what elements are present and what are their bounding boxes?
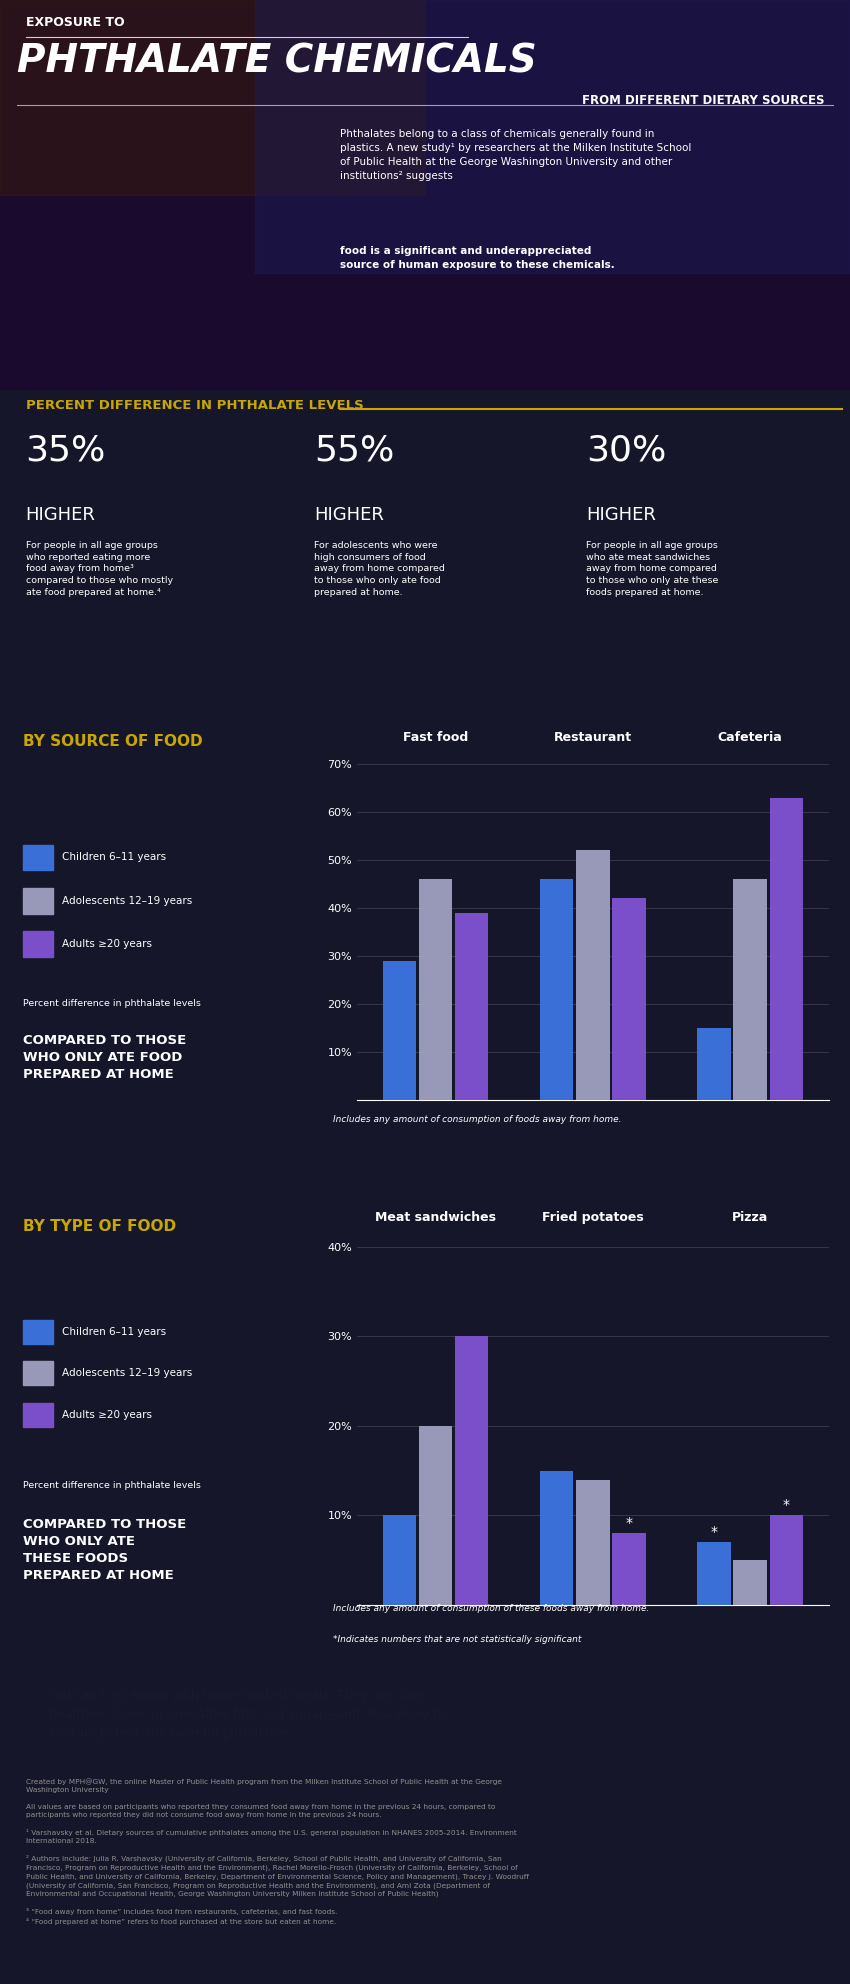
Bar: [734, 879, 767, 1099]
Text: EXPOSURE TO: EXPOSURE TO: [26, 16, 124, 28]
Text: Adolescents 12–19 years: Adolescents 12–19 years: [62, 1369, 192, 1379]
Text: Created by MPH@GW, the online Master of Public Health program from the Milken In: Created by MPH@GW, the online Master of …: [26, 1778, 529, 1924]
Text: Adults ≥20 years: Adults ≥20 years: [62, 1409, 152, 1421]
Text: For people in all age groups
who reported eating more
food away from home³
compa: For people in all age groups who reporte…: [26, 542, 173, 597]
Bar: [455, 913, 489, 1099]
Text: *: *: [626, 1516, 632, 1530]
Bar: [734, 1559, 767, 1605]
Bar: [576, 1480, 609, 1605]
Text: *: *: [783, 1498, 790, 1512]
Text: 30%: 30%: [586, 433, 667, 468]
Text: Includes any amount of consumption of these foods away from home.: Includes any amount of consumption of th…: [333, 1603, 649, 1613]
Text: For people in all age groups
who ate meat sandwiches
away from home compared
to : For people in all age groups who ate mea…: [586, 542, 719, 597]
Bar: [24, 1361, 53, 1385]
Text: Meat sandwiches: Meat sandwiches: [375, 1210, 496, 1224]
Bar: [540, 1470, 574, 1605]
Text: *: *: [711, 1526, 717, 1540]
Bar: [382, 1516, 416, 1605]
Bar: [769, 1516, 803, 1605]
Text: Children 6–11 years: Children 6–11 years: [62, 853, 167, 863]
Bar: [24, 1319, 53, 1343]
Bar: [697, 1028, 731, 1099]
Text: Adults ≥20 years: Adults ≥20 years: [62, 938, 152, 948]
Bar: [24, 1403, 53, 1426]
Text: Children 6–11 years: Children 6–11 years: [62, 1327, 167, 1337]
Text: PHTHALATE CHEMICALS: PHTHALATE CHEMICALS: [17, 44, 536, 81]
Text: food is a significant and underappreciated
source of human exposure to these che: food is a significant and underappreciat…: [340, 246, 615, 270]
Text: For adolescents who were
high consumers of food
away from home compared
to those: For adolescents who were high consumers …: [314, 542, 445, 597]
Bar: [382, 960, 416, 1099]
Text: HIGHER: HIGHER: [314, 506, 384, 524]
Bar: [769, 798, 803, 1099]
Text: Percent difference in phthalate levels: Percent difference in phthalate levels: [24, 1480, 201, 1490]
Text: HIGHER: HIGHER: [26, 506, 95, 524]
Text: Restaurant: Restaurant: [554, 730, 632, 744]
Bar: [455, 1337, 489, 1605]
Text: Fried potatoes: Fried potatoes: [542, 1210, 643, 1224]
Bar: [419, 879, 452, 1099]
Bar: [612, 899, 646, 1099]
Bar: [24, 889, 53, 915]
Text: Fast food: Fast food: [403, 730, 468, 744]
Bar: [697, 1542, 731, 1605]
Bar: [540, 879, 574, 1099]
Bar: [419, 1426, 452, 1605]
Text: BY SOURCE OF FOOD: BY SOURCE OF FOOD: [24, 734, 203, 748]
Text: 35%: 35%: [26, 433, 106, 468]
Text: Pizza: Pizza: [732, 1210, 768, 1224]
Bar: [24, 930, 53, 956]
Text: Includes any amount of consumption of foods away from home.: Includes any amount of consumption of fo…: [333, 1115, 621, 1123]
Text: 55%: 55%: [314, 433, 395, 468]
Text: FROM DIFFERENT DIETARY SOURCES: FROM DIFFERENT DIETARY SOURCES: [582, 93, 824, 107]
Text: *Indicates numbers that are not statistically significant: *Indicates numbers that are not statisti…: [333, 1635, 581, 1645]
Bar: [0, 0, 425, 194]
Text: COMPARED TO THOSE
WHO ONLY ATE
THESE FOODS
PREPARED AT HOME: COMPARED TO THOSE WHO ONLY ATE THESE FOO…: [24, 1518, 187, 1581]
Text: Phthalates belong to a class of chemicals generally found in
plastics. A new stu: Phthalates belong to a class of chemical…: [340, 129, 691, 181]
Text: Cafeteria: Cafeteria: [717, 730, 783, 744]
Text: BY TYPE OF FOOD: BY TYPE OF FOOD: [24, 1218, 177, 1234]
Text: Adolescents 12–19 years: Adolescents 12–19 years: [62, 895, 192, 905]
Bar: [612, 1534, 646, 1605]
Text: COMPARED TO THOSE
WHO ONLY ATE FOOD
PREPARED AT HOME: COMPARED TO THOSE WHO ONLY ATE FOOD PREP…: [24, 1034, 187, 1081]
Bar: [24, 845, 53, 871]
Bar: [576, 851, 609, 1099]
Text: PERCENT DIFFERENCE IN PHTHALATE LEVELS: PERCENT DIFFERENCE IN PHTHALATE LEVELS: [26, 399, 363, 413]
Text: HIGHER: HIGHER: [586, 506, 656, 524]
Text: Percent difference in phthalate levels: Percent difference in phthalate levels: [24, 998, 201, 1008]
Text: You can’t go wrong with home-cooked meals. They are often
healthier, lower in un: You can’t go wrong with home-cooked meal…: [49, 1688, 445, 1740]
Bar: [255, 0, 850, 274]
